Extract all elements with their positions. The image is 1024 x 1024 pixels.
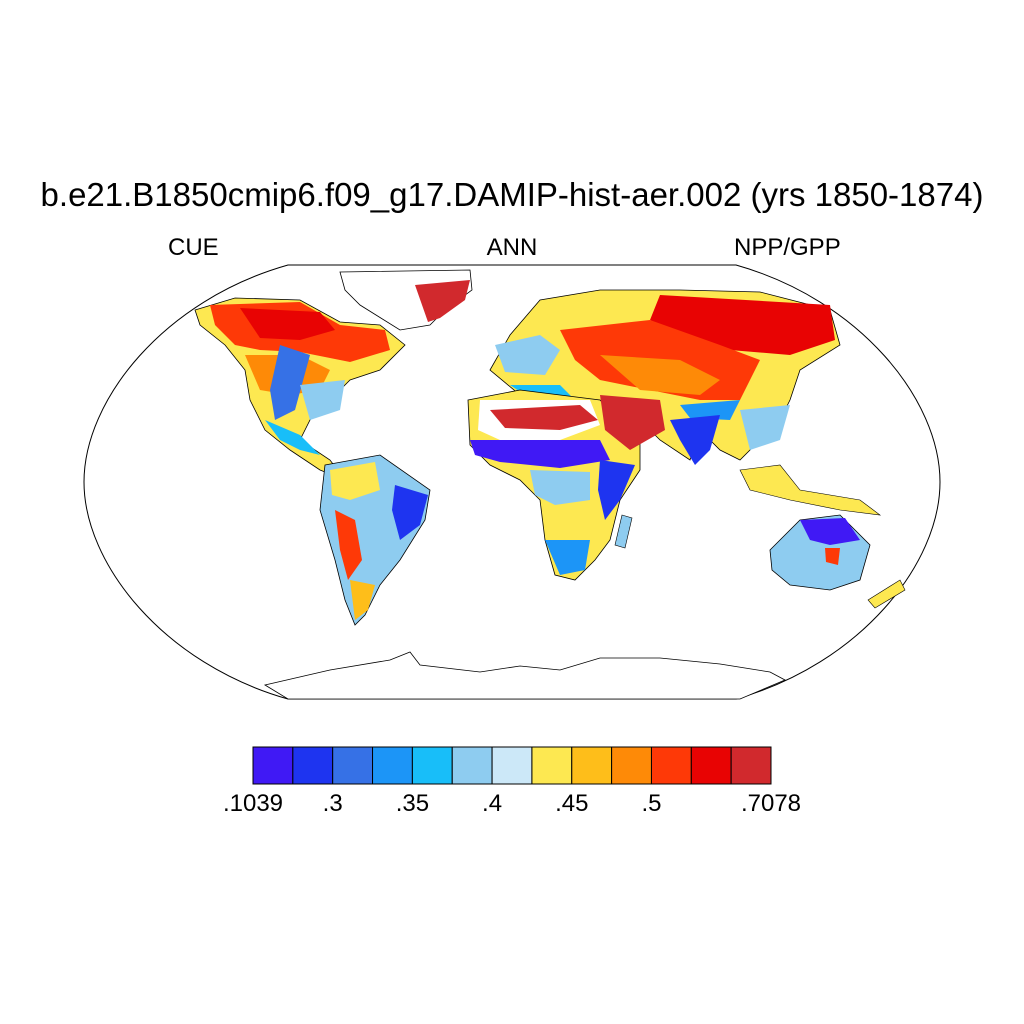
colorbar-tick-label: .35 [395, 790, 430, 817]
variable-label: CUE [168, 234, 219, 261]
south-america-orange [350, 580, 375, 620]
colorbar-tick-label: .4 [482, 790, 503, 817]
europe-blue [495, 335, 560, 375]
south-africa-blue [545, 540, 590, 575]
colorbar-tick-label: .1039 [222, 790, 284, 817]
south-america-yellow [330, 462, 380, 500]
india-blue [670, 415, 720, 465]
colorbar-swatch [650, 746, 692, 785]
east-africa-blue [598, 460, 635, 520]
central-africa-lightblue [530, 470, 590, 505]
antarctica-coast [263, 651, 786, 700]
colorbar-swatch [491, 746, 533, 785]
colorbar-swatch [571, 746, 613, 785]
season-label: ANN [486, 234, 538, 261]
colorbar [252, 746, 772, 785]
colorbar-swatch [332, 746, 374, 785]
colorbar-swatch [690, 746, 732, 785]
colorbar-tick-label: .45 [555, 790, 589, 817]
colorbar-swatch [531, 746, 573, 785]
colorbar-tick-label: .5 [641, 790, 662, 817]
colorbar-swatch [451, 746, 493, 785]
australia-red-spot [825, 548, 840, 565]
colorbar-tick-label: .7078 [740, 790, 802, 817]
north-america-blue [270, 345, 310, 420]
north-america-darkred [240, 308, 335, 340]
sahara-red [490, 405, 598, 430]
australia-blue [800, 518, 860, 545]
colorbar-swatch [730, 746, 772, 785]
east-asia-lightblue [740, 405, 790, 450]
tibet-blue [680, 400, 740, 420]
colorbar-swatch [372, 746, 413, 785]
greenland-coast-red [415, 280, 470, 322]
new-zealand [867, 579, 906, 609]
south-america-blue [392, 485, 428, 540]
colorbar-swatch [292, 746, 334, 785]
map-title: b.e21.B1850cmip6.f09_g17.DAMIP-hist-aer.… [40, 176, 984, 213]
units-label: NPP/GPP [734, 234, 841, 261]
asia-orange [600, 355, 720, 395]
sahel-blue [470, 440, 610, 468]
colorbar-swatch [611, 746, 652, 785]
colorbar-swatch [252, 746, 294, 785]
north-america-lightblue [300, 380, 345, 420]
se-asia-islands [739, 464, 882, 516]
colorbar-swatch [411, 746, 453, 785]
arabia-red [600, 395, 665, 450]
madagascar [614, 514, 633, 549]
south-america-red-andes [335, 510, 362, 580]
siberia-darkred [650, 295, 835, 355]
north-america-cyan [265, 420, 320, 455]
colorbar-tick-label: .3 [322, 790, 343, 817]
